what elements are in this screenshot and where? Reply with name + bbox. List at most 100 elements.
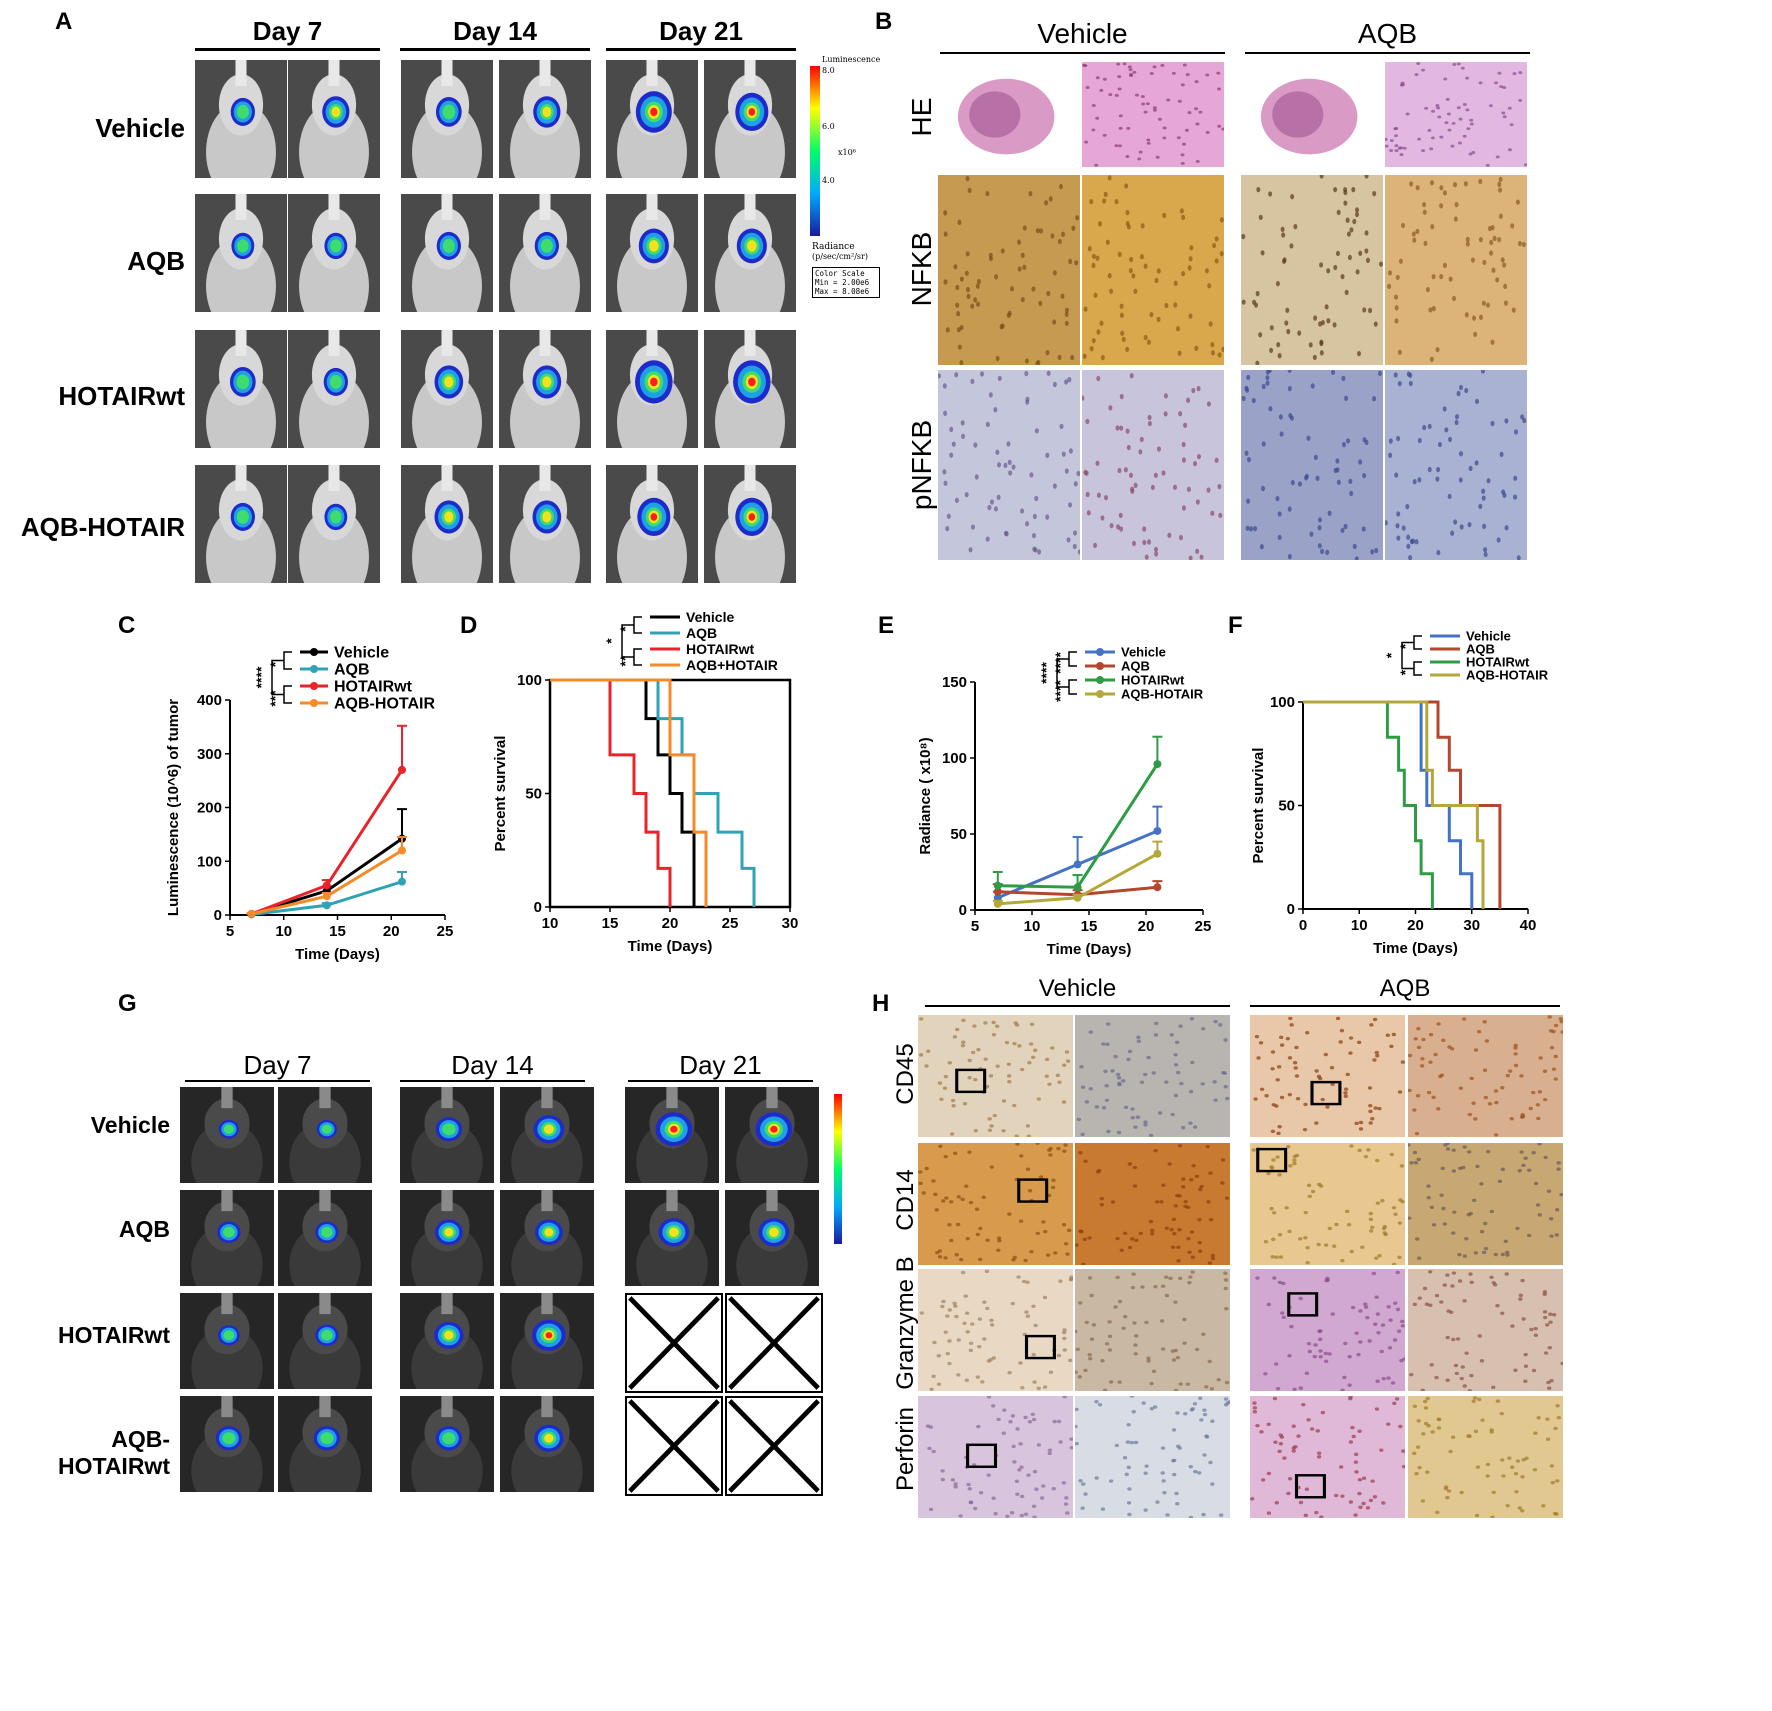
histology-image [938,370,1080,560]
x-tick-label: 10 [275,923,292,940]
chart-e: 5 10 15 20 25 0 50 100 150 Time (Days) Radiance ( … [905,630,1225,960]
histology-image [1408,1396,1563,1518]
histology-image [1385,175,1527,365]
y-tick-label: 100 [942,750,967,767]
mouse-bli-image [500,1396,594,1492]
mouse-bli-image [195,60,287,178]
legend-label: AQB [334,662,370,679]
panel-label-h: H [872,990,890,1017]
series-line [997,763,1159,889]
mouse-bli-image [500,1293,594,1389]
y-tick-label: 0 [534,899,542,916]
significance-bracket [1413,661,1422,676]
group-header: Vehicle [1038,975,1117,1002]
significance-bracket [1401,641,1414,670]
significance-bracket [1413,635,1422,650]
y-tick-label: 400 [197,692,222,709]
significance-stars: * [267,661,283,667]
histology-image [1241,175,1383,365]
legend-marker [1096,690,1104,698]
group-header: AQB [1379,975,1431,1002]
mouse-bli-image [500,1190,594,1286]
mouse-bli-image [401,60,493,178]
scale-tick: 4.0 [822,176,835,185]
day-underline [195,48,380,51]
x-tick-label: 20 [662,915,679,932]
significance-stars: * [1383,652,1399,658]
chart-svg: 5 10 15 20 25 0 100 200 300 400 Time (Days) Lumines… [165,645,454,963]
row-label: AQB-HOTAIR [20,512,185,542]
scale-radiance: Radiance [812,242,855,252]
group-header: AQB [1357,18,1418,49]
histology-image [1385,62,1527,167]
x-axis-label: Time (Days) [1373,940,1458,957]
mouse-bli-image [725,1190,819,1286]
y-tick-label: 0 [214,907,222,924]
histology-image [918,1143,1073,1265]
survival-line [550,678,672,907]
mouse-bli-image [606,465,698,583]
legend-label: AQB [686,625,717,641]
mouse-bli-image [180,1396,274,1492]
histology-image [918,1396,1073,1518]
legend-label: Vehicle [686,609,734,625]
x-tick-label: 25 [1195,918,1212,935]
mouse-bli-image [180,1087,274,1183]
x-tick-label: 10 [1351,917,1368,934]
day-underline [606,48,796,51]
day-underline [185,1080,370,1082]
data-point [398,846,406,855]
histology-image [1082,62,1224,167]
panel-label-c: C [118,612,136,639]
legend-label: HOTAIRwt [1121,673,1185,688]
panel-label-g: G [118,990,137,1017]
y-tick-label: 0 [959,902,967,919]
group-header: Vehicle [1037,18,1128,49]
mouse-bli-image [704,465,796,583]
mouse-bli-image [499,60,591,178]
legend-marker [310,682,318,690]
x-tick-label: 25 [437,923,454,940]
significance-bracket [633,616,642,634]
histology-image [1250,1143,1405,1265]
y-tick-label: 50 [1278,798,1295,815]
day-header: Day 7 [243,1050,312,1080]
survival-line [1303,700,1485,909]
x-tick-label: 0 [1299,917,1307,934]
y-tick-label: 50 [525,786,542,803]
legend-marker [310,699,318,707]
mouse-bli-image [195,465,287,583]
mouse-bli-image [278,1396,372,1492]
y-tick-label: 100 [517,672,542,689]
y-axis-label: Percent survival [492,736,509,852]
mouse-bli-image [278,1293,372,1389]
y-tick-label: 200 [197,800,222,817]
significance-stars: * [603,638,619,644]
chart-svg: 10 15 20 25 30 0 50 100 Time (Days) Percent survi… [492,609,799,955]
mouse-bli-image [400,1190,494,1286]
mouse-bli-image [278,1087,372,1183]
data-point [1073,860,1082,869]
data-point [322,892,331,901]
scale-tick: 6.0 [822,122,835,131]
histology-image [1082,175,1224,365]
color-scale-box: Color Scale Min = 2.00e6 Max = 8.08e6 [812,267,880,298]
mouse-bli-image [278,1190,372,1286]
significance-bracket [1068,679,1077,695]
x-tick-label: 15 [1081,918,1098,935]
mouse-bli-image [288,465,380,583]
chart-c: 5 10 15 20 25 0 100 200 300 400 Time (Days) Lumines… [150,630,470,970]
day-underline [400,1080,585,1082]
histology-image [1250,1396,1405,1518]
legend-label: AQB [1121,659,1150,674]
histology-image [918,1269,1073,1391]
mouse-bli-image [288,60,380,178]
legend-label: AQB [1466,642,1495,657]
histology-image [1241,370,1383,560]
histology-image [1075,1269,1230,1391]
row-label: Vehicle [90,1112,170,1138]
color-scale-max: Max = 8.08e6 [815,287,870,296]
histology-image [1250,1269,1405,1391]
x-tick-label: 30 [782,915,799,932]
data-point [1153,883,1162,892]
